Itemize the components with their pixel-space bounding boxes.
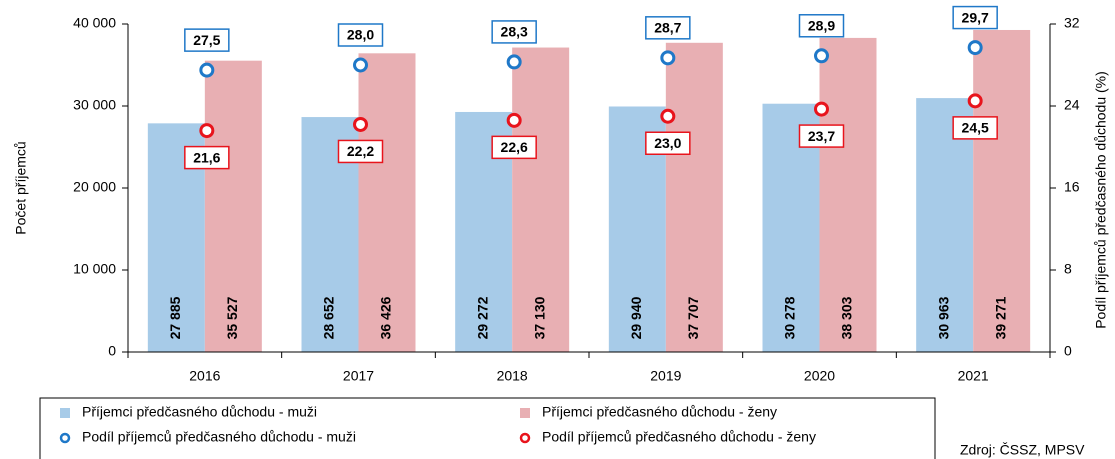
legend-box [39,397,936,459]
bar-value-label: 37 130 [531,296,547,339]
y-tick-label: 20 000 [73,179,116,195]
x-tick-label: 2021 [958,368,989,384]
marker-value-label: 23,0 [654,135,681,151]
source: Zdroj: ČSSZ, MPSV [960,442,1085,458]
y-axis-title: Počet příjemců [13,141,29,234]
bar-value-label: 27 885 [167,296,183,339]
marker-label-box [184,145,230,170]
x-tick-label: 2017 [343,368,374,384]
bar [358,53,416,353]
bar-value-label: 30 963 [935,296,951,339]
marker-value-label: 22,2 [347,143,374,159]
marker-label-box [798,14,845,38]
marker-label-box [952,116,998,140]
y-tick-label: 40 000 [73,15,116,31]
bar-value-label: 35 527 [224,296,240,339]
marker [506,112,522,128]
marker-value-label: 28,3 [501,24,528,40]
bar-value-label: 38 303 [839,296,855,339]
marker-label-box [952,5,998,30]
marker-label-box [337,139,384,164]
bar [512,47,570,353]
legend-swatch [59,432,71,444]
bar-value-label: 37 707 [685,296,701,339]
marker-value-label: 28,7 [654,20,681,36]
marker [199,62,215,78]
legend-swatch [520,408,530,418]
x-tick-label: 2016 [189,368,220,384]
marker-value-label: 21,6 [193,149,220,165]
marker-label-box [337,23,384,47]
legend-label: Podíl příjemců předčasného důchodu - žen… [542,429,816,445]
y2-tick-label: 0 [1064,343,1072,359]
bar-value-label: 29 940 [628,296,644,339]
x-tick-label: 2018 [497,368,528,384]
y-tick-label: 10 000 [73,261,116,277]
marker [353,57,368,73]
x-tick-label: 2020 [804,368,835,384]
marker-label-box [491,135,537,160]
y2-axis-title: Podíl příjemců předčasného důchodu (%) [1093,71,1109,329]
marker-value-label: 28,0 [347,27,374,43]
marker-label-box [645,131,691,155]
bar-value-label: 36 426 [378,296,394,339]
legend-swatch [60,408,70,418]
marker-label-box [645,16,691,40]
bar [204,60,262,353]
marker-value-label: 22,6 [501,139,528,155]
marker [967,40,983,56]
y2-tick-label: 32 [1064,15,1080,31]
marker-label-box [798,124,845,148]
marker [814,101,829,117]
legend-label: Podíl příjemců předčasného důchodu - muž… [82,429,356,445]
marker-value-label: 29,7 [962,9,989,25]
marker [506,54,522,70]
marker-label-box [184,28,230,52]
marker-value-label: 24,5 [962,120,989,136]
marker-value-label: 28,9 [808,17,835,33]
marker [353,116,368,132]
legend-label: Příjemci předčasného důchodu - ženy [542,404,777,420]
marker-value-label: 27,5 [193,32,220,48]
bar [665,42,723,352]
marker [967,93,983,109]
legend-swatch [519,432,531,444]
bar-value-label: 30 278 [782,296,798,339]
y2-tick-label: 16 [1064,179,1080,195]
bar-value-label: 39 271 [992,296,1008,339]
legend-label: Příjemci předčasného důchodu - muži [82,404,317,420]
y-tick-label: 0 [108,343,116,359]
marker-value-label: 23,7 [808,128,835,144]
marker [814,48,829,64]
y2-tick-label: 8 [1064,261,1072,277]
x-tick-label: 2019 [650,368,681,384]
marker [199,123,215,139]
bar-value-label: 29 272 [474,296,490,339]
bar-value-label: 28 652 [321,296,337,339]
marker [660,50,676,66]
marker-label-box [491,20,537,44]
y-tick-label: 30 000 [73,97,116,113]
bar [819,37,877,352]
y2-tick-label: 24 [1064,97,1080,113]
bar [973,29,1031,352]
bar [916,98,974,353]
marker [660,108,676,124]
